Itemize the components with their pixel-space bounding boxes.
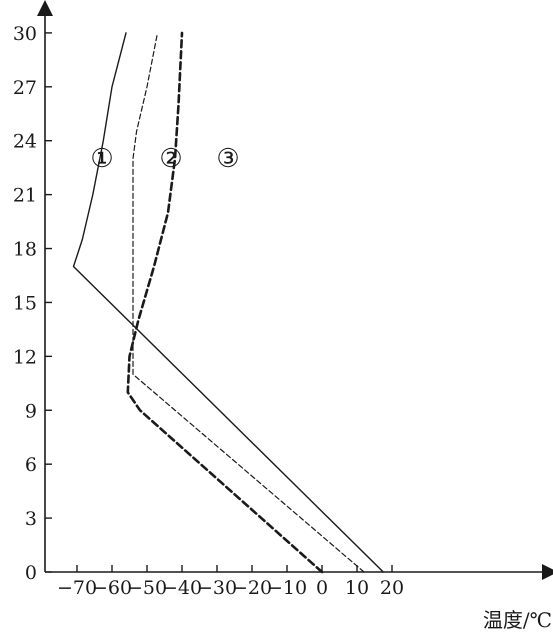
curve-label-3: ③ bbox=[216, 144, 239, 174]
series-line-3 bbox=[126, 31, 324, 574]
curve-label-1: ① bbox=[90, 144, 113, 174]
series-line-2 bbox=[132, 32, 365, 573]
x-tick-label: −50 bbox=[127, 577, 167, 599]
curve-label-2: ② bbox=[159, 144, 182, 174]
y-tick-label: 12 bbox=[13, 346, 37, 368]
series-group bbox=[72, 31, 384, 574]
y-tick-label: 15 bbox=[13, 292, 37, 314]
y-ticks: 0 3 6 9 12 15 18 21 24 27 30 bbox=[13, 23, 52, 584]
y-tick-label: 9 bbox=[25, 400, 37, 422]
x-tick-label: −70 bbox=[57, 577, 97, 599]
y-tick-label: 24 bbox=[13, 131, 37, 153]
y-tick-label: 30 bbox=[13, 23, 37, 45]
series-line-1 bbox=[72, 32, 384, 573]
x-tick-label: −60 bbox=[92, 577, 132, 599]
y-tick-label: 27 bbox=[13, 77, 37, 99]
y-tick-label: 6 bbox=[25, 454, 37, 476]
curve-labels: ① ② ③ bbox=[90, 144, 239, 174]
y-tick-label: 18 bbox=[13, 239, 37, 261]
x-tick-label: 10 bbox=[345, 577, 369, 599]
x-tick-label: −40 bbox=[162, 577, 202, 599]
axes bbox=[37, 0, 553, 580]
x-tick-label: 0 bbox=[316, 577, 328, 599]
x-tick-label: 20 bbox=[380, 577, 404, 599]
x-tick-label: −30 bbox=[197, 577, 237, 599]
x-tick-label: −20 bbox=[232, 577, 272, 599]
x-axis-title: 温度/℃ bbox=[483, 608, 552, 632]
x-tick-label: −10 bbox=[267, 577, 307, 599]
y-tick-label: 0 bbox=[25, 562, 37, 584]
y-tick-label: 3 bbox=[25, 508, 37, 530]
y-tick-label: 21 bbox=[13, 185, 37, 207]
x-ticks: −70−60−50−40−30−20−10 0 10 20 bbox=[57, 565, 404, 599]
